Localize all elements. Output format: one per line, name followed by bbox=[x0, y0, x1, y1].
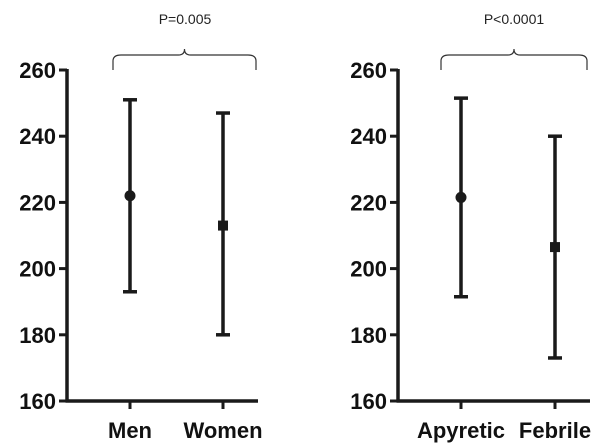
category-label: Men bbox=[108, 418, 152, 443]
y-tick-label: 160 bbox=[19, 389, 56, 414]
y-tick-label: 260 bbox=[19, 58, 56, 83]
y-tick-label: 180 bbox=[350, 323, 387, 348]
mean-point-circle bbox=[455, 191, 467, 203]
y-tick-label: 220 bbox=[19, 190, 56, 215]
y-tick-label: 200 bbox=[350, 257, 387, 282]
category-label: Febrile bbox=[519, 418, 591, 443]
p-value-annotation: P<0.0001 bbox=[484, 11, 545, 27]
mean-point-square bbox=[550, 242, 560, 253]
y-tick-label: 240 bbox=[350, 124, 387, 149]
y-tick-label: 200 bbox=[19, 257, 56, 282]
p-value-annotation: P=0.005 bbox=[159, 11, 212, 27]
y-tick-label: 180 bbox=[19, 323, 56, 348]
category-label: Apyretic bbox=[417, 418, 505, 443]
mean-point-square bbox=[218, 220, 228, 231]
mean-point-circle bbox=[124, 190, 136, 202]
category-label: Women bbox=[183, 418, 262, 443]
y-tick-label: 160 bbox=[350, 389, 387, 414]
significance-bracket bbox=[112, 48, 257, 70]
y-tick-label: 260 bbox=[350, 58, 387, 83]
chart-panel-fever: 160 180 200 220 240 260 Apyretic Febrile P<0.000… bbox=[350, 11, 591, 443]
chart-panel-gender: 160 180 200 220 240 260 Men Women P=0.005 bbox=[19, 11, 262, 443]
significance-bracket bbox=[440, 48, 588, 70]
y-tick-label: 240 bbox=[19, 124, 56, 149]
y-tick-label: 220 bbox=[350, 190, 387, 215]
